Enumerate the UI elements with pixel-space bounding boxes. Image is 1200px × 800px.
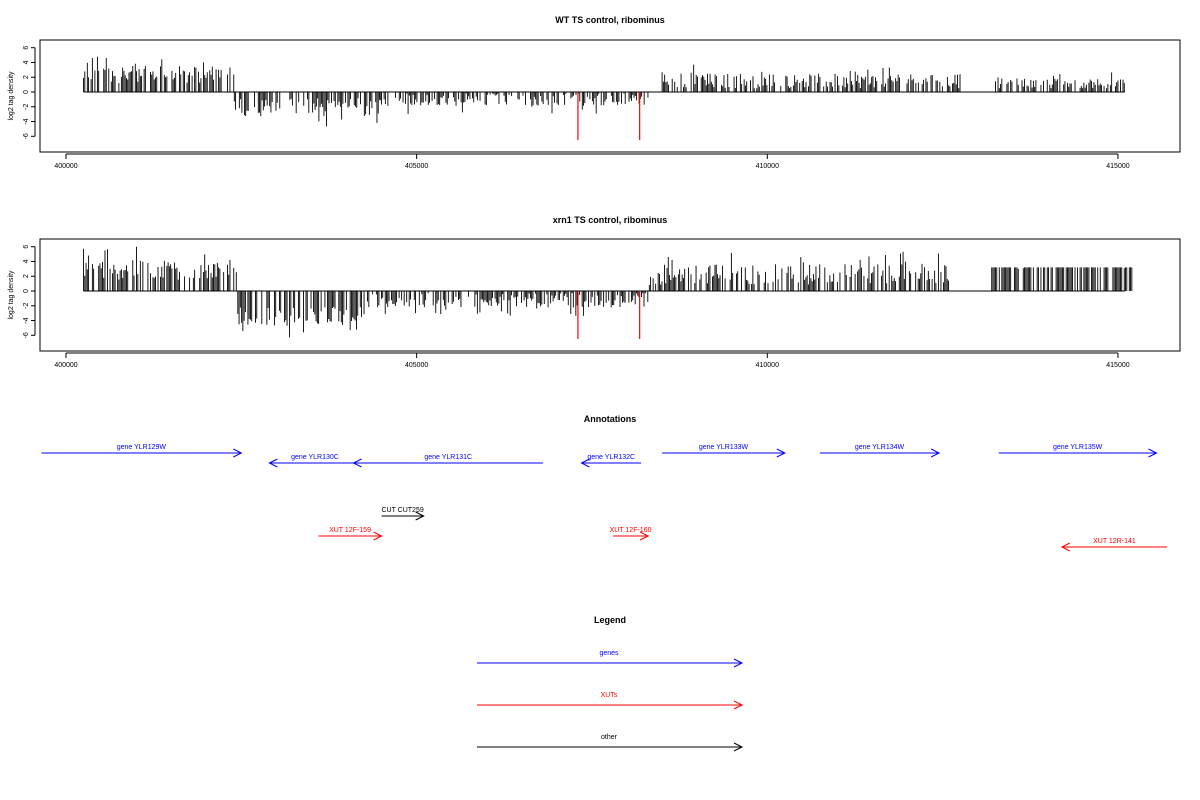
annotation-arrow-gene: gene YLR134W xyxy=(819,444,941,458)
xrn1-y-axis-label: log2 tag density xyxy=(8,270,15,320)
x-tick-label: 405000 xyxy=(405,163,428,170)
y-tick-label: 6 xyxy=(23,46,30,50)
annotation-label: gene YLR133W xyxy=(699,444,749,451)
annotation-arrow-gene: gene YLR130C xyxy=(268,454,361,468)
annotation-label: XUT 12F-160 xyxy=(610,527,652,534)
annotation-arrow-xut: XUT 12R-141 xyxy=(1060,538,1168,552)
annotation-arrow-gene: gene YLR131C xyxy=(352,454,543,468)
annotation-label: CUT CUT259 xyxy=(381,507,423,514)
annotation-arrow-gene: gene YLR135W xyxy=(998,444,1158,458)
y-tick-label: 2 xyxy=(23,274,30,278)
legend-label: XUTs xyxy=(601,692,618,699)
legend-arrow-other: other xyxy=(477,734,744,752)
xrn1-x-axis: 400000 405000 410000 415000 xyxy=(54,352,1130,369)
annotation-arrow-xut: XUT 12F-160 xyxy=(610,527,652,541)
wt-plot-frame xyxy=(39,39,1181,153)
wt-y-axis-label: log2 tag density xyxy=(8,71,15,121)
y-tick-label: -2 xyxy=(23,104,30,110)
x-tick-label: 405000 xyxy=(405,362,428,369)
y-tick-label: -2 xyxy=(23,303,30,309)
annotations-title: Annotations xyxy=(584,414,637,424)
wt-y-axis: -6 -4 -2 0 2 4 6 xyxy=(23,46,36,139)
y-tick-label: -4 xyxy=(23,118,30,124)
xrn1-highlight-bars xyxy=(577,291,641,339)
y-tick-label: -4 xyxy=(23,317,30,323)
y-tick-label: 0 xyxy=(23,90,30,94)
annotation-label: gene YLR131C xyxy=(424,454,472,461)
y-tick-label: 4 xyxy=(23,60,30,64)
y-tick-label: 0 xyxy=(23,289,30,293)
annotation-label: XUT 12R-141 xyxy=(1093,538,1136,545)
legend-items: genes XUTs other xyxy=(477,650,744,752)
y-tick-label: 4 xyxy=(23,259,30,263)
wt-panel-title: WT TS control, ribominus xyxy=(555,15,665,25)
x-tick-label: 400000 xyxy=(54,163,77,170)
y-tick-label: 6 xyxy=(23,245,30,249)
x-tick-label: 410000 xyxy=(756,163,779,170)
xrn1-signal-bars xyxy=(83,246,1133,338)
legend-arrow-xut: XUTs xyxy=(477,692,744,710)
legend-title: Legend xyxy=(594,615,626,625)
legend-label: other xyxy=(601,734,618,741)
annotation-label: gene YLR132C xyxy=(587,454,635,461)
annotation-label: XUT 12F-159 xyxy=(329,527,371,534)
annotation-arrow-xut: XUT 12F-159 xyxy=(318,527,383,541)
wt-track-panel: WT TS control, ribominus log2 tag densit… xyxy=(8,15,1181,170)
x-tick-label: 415000 xyxy=(1106,163,1129,170)
annotation-label: gene YLR135W xyxy=(1053,444,1103,451)
annotation-arrow-gene: gene YLR129W xyxy=(41,444,243,458)
y-tick-label: -6 xyxy=(23,133,30,139)
annotation-features: gene YLR129W gene YLR130C gene YLR131C gene… xyxy=(41,444,1168,552)
annotation-label: gene YLR129W xyxy=(117,444,167,451)
legend-panel: Legend genes XUTs other xyxy=(477,615,744,752)
xrn1-plot-frame xyxy=(39,238,1181,352)
annotation-label: gene YLR130C xyxy=(291,454,339,461)
wt-signal-bars xyxy=(83,56,1125,127)
annotation-arrow-gene: gene YLR133W xyxy=(662,444,786,458)
x-tick-label: 400000 xyxy=(54,362,77,369)
legend-label: genes xyxy=(599,650,619,657)
xrn1-track-panel: xrn1 TS control, ribominus log2 tag dens… xyxy=(8,215,1181,369)
annotation-label: gene YLR134W xyxy=(855,444,905,451)
annotation-arrow-other: CUT CUT259 xyxy=(381,507,425,521)
y-tick-label: -6 xyxy=(23,332,30,338)
annotation-arrow-gene: gene YLR132C xyxy=(580,454,642,468)
wt-x-axis: 400000 405000 410000 415000 xyxy=(54,153,1130,170)
legend-arrow-gene: genes xyxy=(477,650,744,668)
x-tick-label: 410000 xyxy=(756,362,779,369)
xrn1-y-axis: -6 -4 -2 0 2 4 6 xyxy=(23,245,36,338)
xrn1-panel-title: xrn1 TS control, ribominus xyxy=(553,215,668,225)
y-tick-label: 2 xyxy=(23,75,30,79)
x-tick-label: 415000 xyxy=(1106,362,1129,369)
wt-highlight-bars xyxy=(577,92,641,140)
